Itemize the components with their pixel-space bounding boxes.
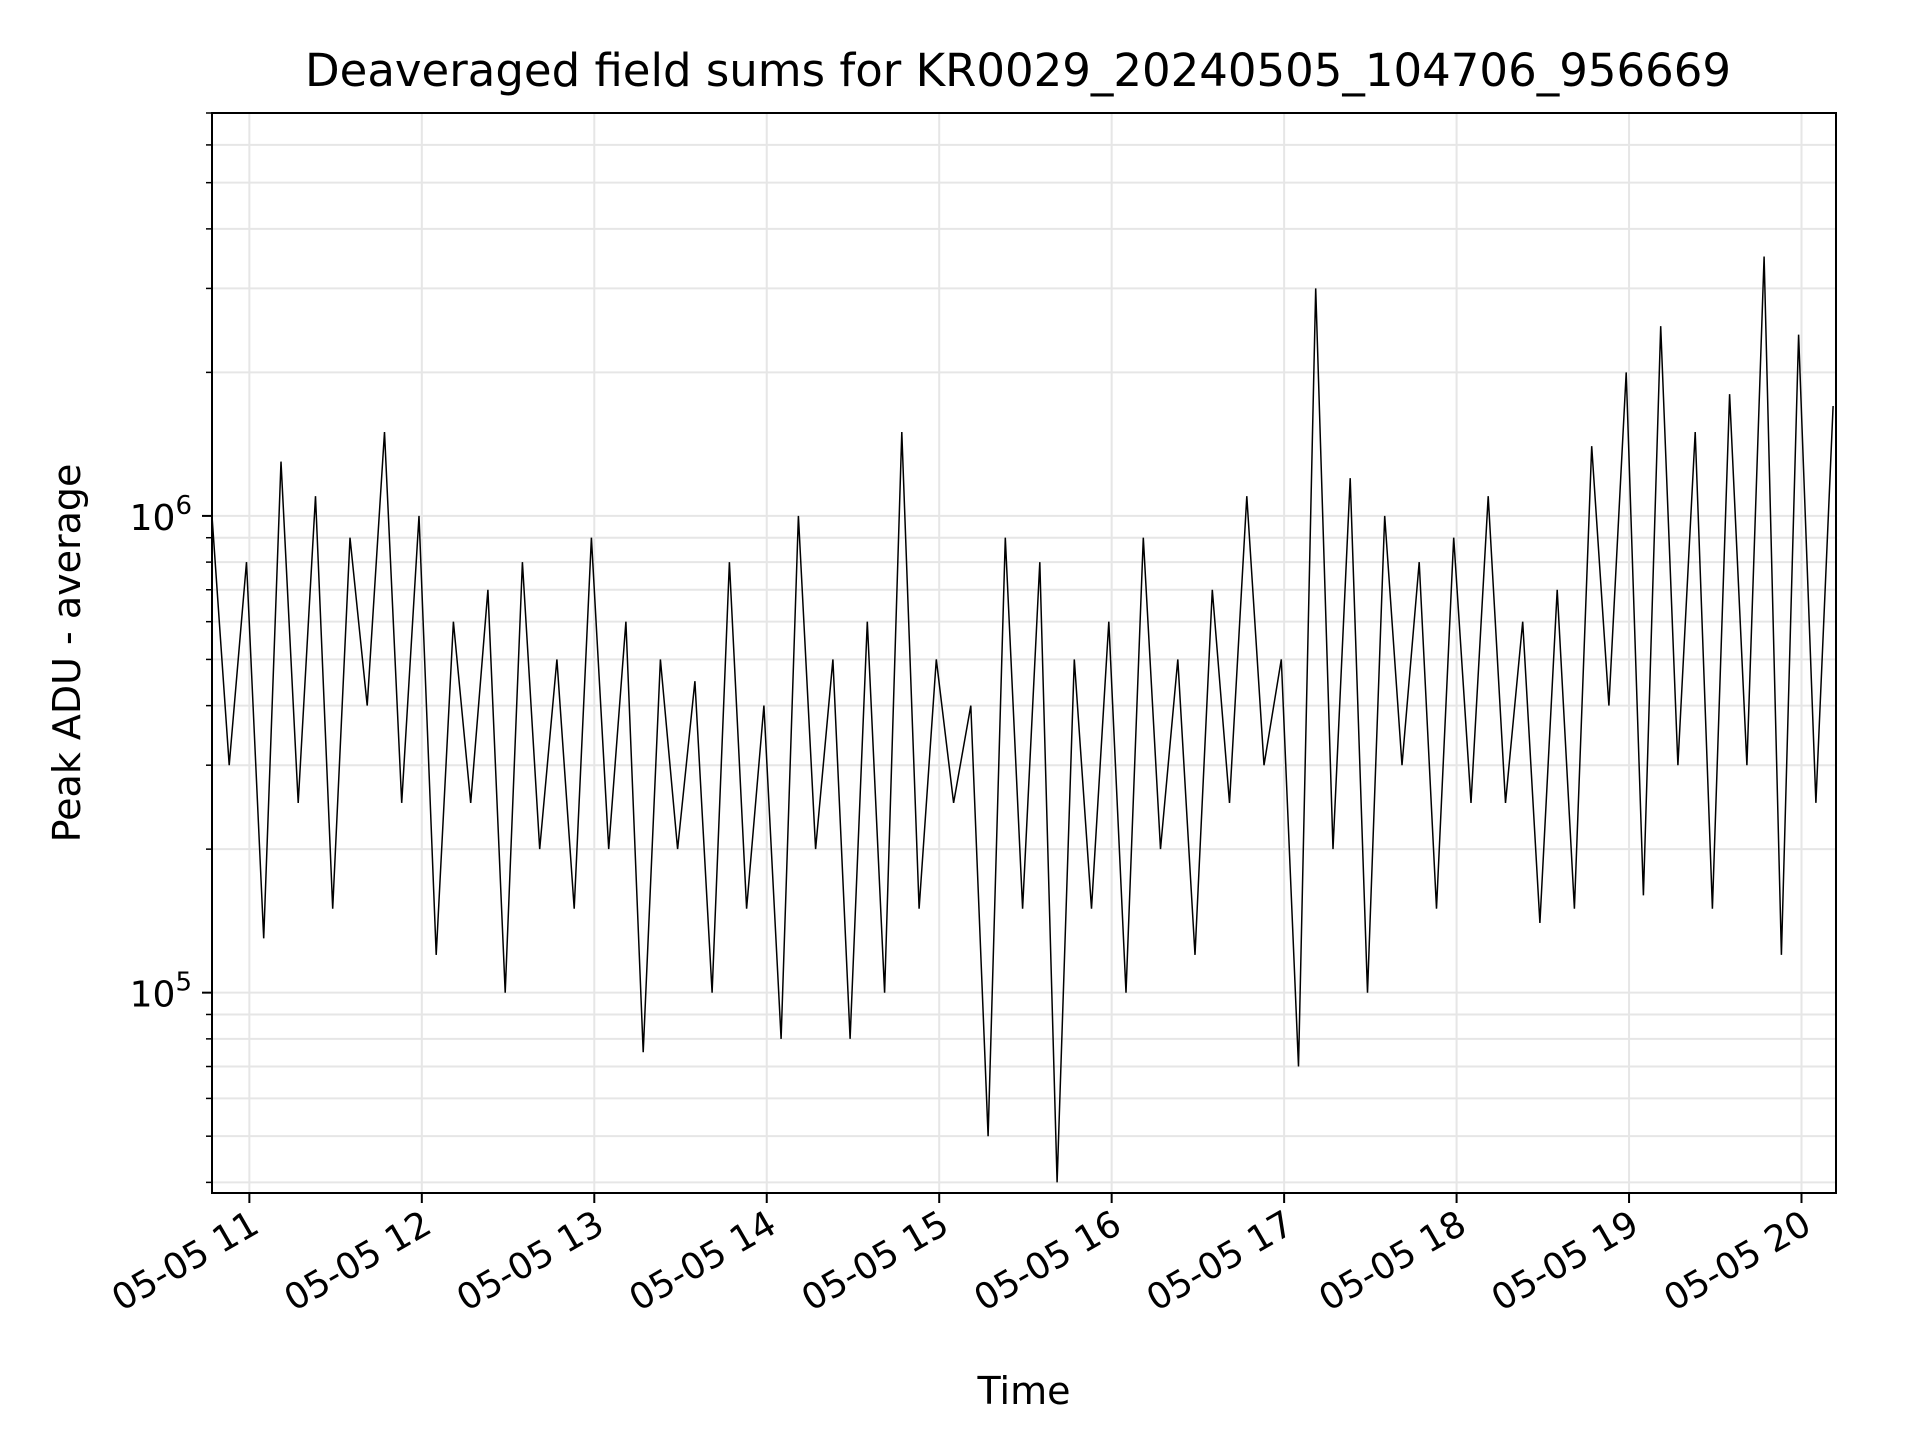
y-tick-base: 10 [130, 498, 176, 539]
plot-frame [211, 112, 1837, 1194]
chart-title: Deaveraged field sums for KR0029_2024050… [305, 44, 1731, 97]
series-layer [211, 256, 1834, 1183]
series-line [211, 256, 1834, 1183]
y-axis-label: Peak ADU - average [45, 464, 89, 843]
y-tick-label: 105 [130, 968, 192, 1016]
y-tick-label: 106 [130, 491, 192, 539]
y-tick-exponent: 6 [175, 491, 192, 521]
x-axis-label: Time [977, 1369, 1071, 1413]
y-tick-base: 10 [130, 975, 176, 1016]
y-tick-exponent: 5 [175, 968, 192, 998]
